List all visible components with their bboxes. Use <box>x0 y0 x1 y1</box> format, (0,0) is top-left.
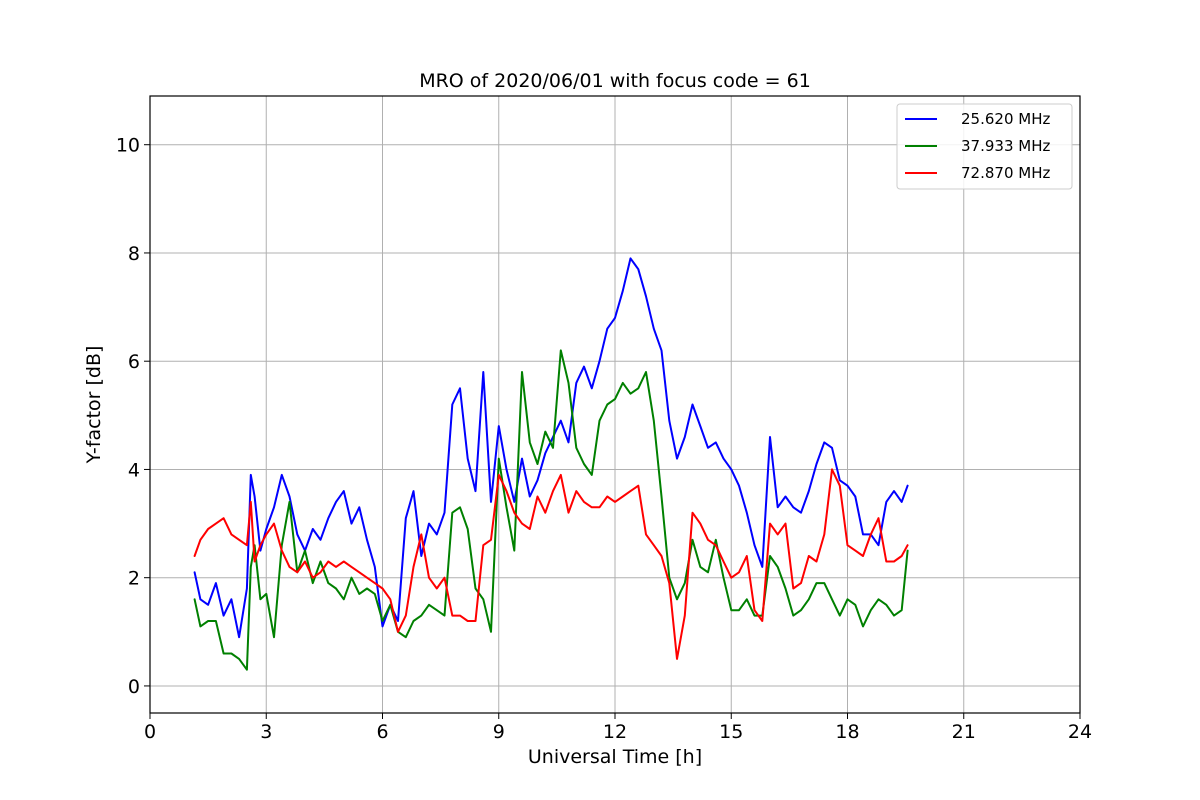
x-tick-label: 9 <box>493 721 505 743</box>
x-axis-ticks: 0 3 6 9 12 15 18 21 24 <box>144 713 1092 743</box>
x-tick-label: 12 <box>603 721 627 743</box>
grid-layer <box>149 96 1081 713</box>
series-layer <box>193 257 909 671</box>
y-tick-label: 0 <box>128 676 140 698</box>
y-axis-label: Y-factor [dB] <box>83 346 105 465</box>
legend-label: 25.620 MHz <box>961 110 1050 128</box>
y-tick-label: 2 <box>128 568 140 590</box>
x-axis-label: Universal Time [h] <box>528 746 702 768</box>
x-tick-label: 21 <box>952 721 976 743</box>
x-tick-label: 0 <box>144 721 156 743</box>
x-tick-label: 18 <box>835 721 859 743</box>
legend-label: 37.933 MHz <box>961 137 1050 155</box>
x-tick-label: 3 <box>260 721 272 743</box>
x-tick-label: 24 <box>1068 721 1092 743</box>
x-tick-label: 6 <box>376 721 388 743</box>
series-line-2 <box>193 349 909 671</box>
legend-label: 72.870 MHz <box>961 164 1050 182</box>
x-tick-label: 15 <box>719 721 743 743</box>
y-tick-label: 4 <box>128 459 140 481</box>
y-tick-label: 6 <box>128 351 140 373</box>
chart-title: MRO of 2020/06/01 with focus code = 61 <box>419 70 811 92</box>
y-tick-label: 8 <box>128 243 140 265</box>
series-line-1 <box>193 257 909 639</box>
legend-box <box>896 103 1073 190</box>
y-axis-ticks: 0 2 4 6 8 10 <box>116 135 150 698</box>
series-line-3 <box>193 468 909 660</box>
y-tick-label: 10 <box>116 135 140 157</box>
legend: 25.620 MHz 37.933 MHz 72.870 MHz <box>896 103 1073 190</box>
